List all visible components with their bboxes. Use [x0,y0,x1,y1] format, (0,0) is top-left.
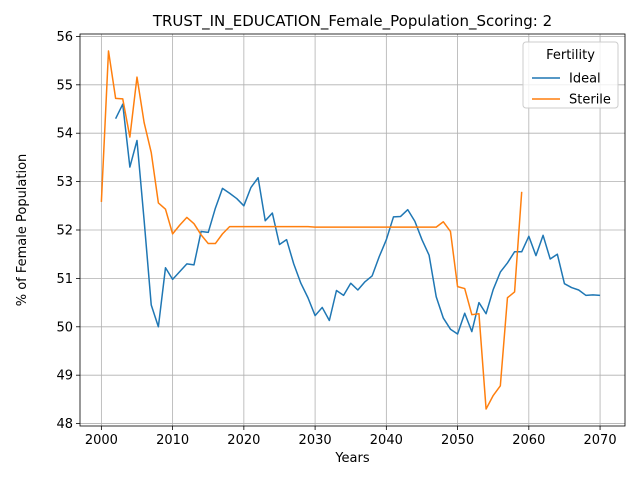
x-tick-label: 2030 [299,433,332,448]
series-line-ideal [114,103,601,335]
series-line-sterile [100,50,523,410]
y-tick-label: 55 [56,78,73,93]
y-tick-label: 52 [56,224,73,239]
y-tick-label: 49 [56,369,73,384]
y-tick-label: 48 [56,417,73,432]
legend: Fertility Ideal Sterile [522,41,619,109]
x-tick-label: 2040 [370,433,403,448]
legend-label-sterile: Sterile [569,93,611,108]
x-tick-label: 2060 [512,433,545,448]
y-tick-label: 54 [56,127,73,142]
legend-title: Fertility [546,48,595,63]
legend-label-ideal: Ideal [569,72,601,87]
y-tick-label: 53 [56,175,73,190]
y-axis-label: % of Female Population [15,154,30,307]
series-lines [100,50,601,410]
y-tick-label: 51 [56,272,73,287]
ticks: 2000 2010 2020 2030 2040 2050 2060 2070 48 49 50 51… [56,30,616,448]
chart-title: TRUST_IN_EDUCATION_Female_Population_Sco… [152,12,552,31]
x-tick-label: 2070 [584,433,617,448]
x-tick-label: 2050 [441,433,474,448]
legend-box [522,41,619,109]
x-tick-label: 2010 [156,433,189,448]
x-axis-label: Years [334,451,370,466]
legend-items: Ideal Sterile [532,72,611,108]
x-tick-label: 2020 [227,433,260,448]
y-tick-label: 56 [56,30,73,45]
x-tick-label: 2000 [85,433,118,448]
y-tick-label: 50 [56,320,73,335]
